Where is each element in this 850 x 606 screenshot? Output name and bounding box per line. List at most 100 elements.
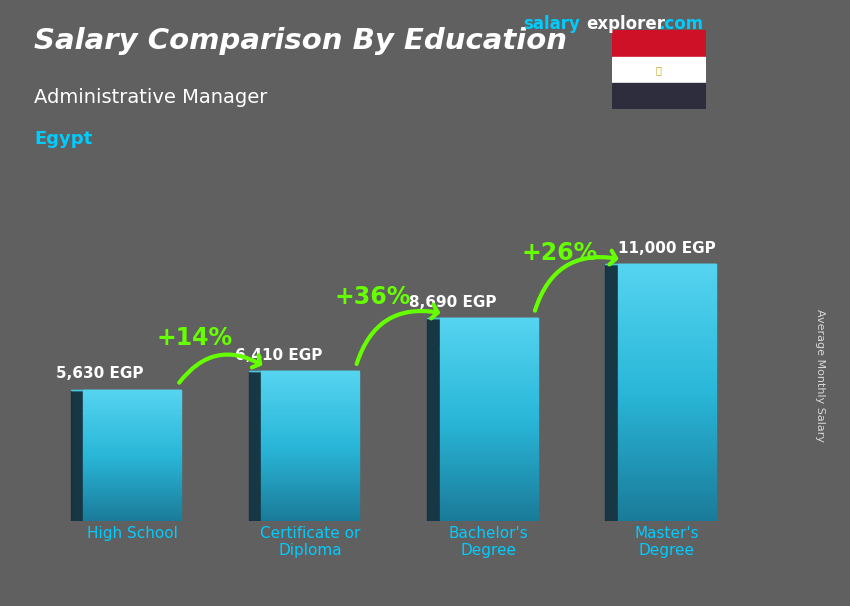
- Bar: [261, 446, 360, 448]
- Bar: [261, 415, 360, 416]
- Bar: [83, 468, 181, 470]
- Bar: [618, 306, 716, 309]
- Bar: [83, 431, 181, 432]
- Bar: [439, 442, 538, 445]
- Text: Egypt: Egypt: [34, 130, 93, 148]
- Bar: [439, 321, 538, 323]
- Bar: [83, 503, 181, 505]
- Bar: [261, 454, 360, 456]
- Bar: [83, 470, 181, 472]
- Bar: [439, 478, 538, 481]
- Bar: [439, 374, 538, 376]
- Bar: [618, 270, 716, 274]
- Bar: [618, 422, 716, 425]
- Bar: [83, 464, 181, 465]
- Bar: [83, 501, 181, 503]
- Bar: [439, 328, 538, 331]
- Bar: [618, 309, 716, 312]
- Bar: [439, 356, 538, 359]
- Bar: [618, 486, 716, 489]
- Bar: [261, 476, 360, 478]
- Bar: [83, 495, 181, 496]
- Bar: [83, 511, 181, 513]
- Bar: [83, 462, 181, 464]
- Bar: [83, 518, 181, 519]
- Bar: [618, 361, 716, 364]
- Bar: [83, 403, 181, 404]
- Bar: [261, 413, 360, 415]
- Bar: [261, 392, 360, 394]
- Bar: [83, 450, 181, 452]
- Bar: [261, 499, 360, 501]
- Text: Average Monthly Salary: Average Monthly Salary: [815, 309, 825, 442]
- Bar: [439, 391, 538, 395]
- Bar: [439, 427, 538, 430]
- Bar: [439, 394, 538, 397]
- Bar: [83, 477, 181, 478]
- Bar: [83, 452, 181, 454]
- Bar: [83, 500, 181, 501]
- Bar: [618, 438, 716, 441]
- Bar: [439, 440, 538, 442]
- Bar: [83, 454, 181, 455]
- Bar: [618, 470, 716, 473]
- Bar: [439, 425, 538, 427]
- Bar: [261, 510, 360, 512]
- Bar: [439, 513, 538, 516]
- Bar: [439, 338, 538, 341]
- Bar: [618, 312, 716, 316]
- Bar: [439, 389, 538, 391]
- Bar: [612, 83, 706, 109]
- Bar: [439, 460, 538, 463]
- Bar: [261, 495, 360, 497]
- Polygon shape: [71, 390, 83, 521]
- Bar: [618, 415, 716, 418]
- Bar: [618, 393, 716, 396]
- Bar: [83, 507, 181, 508]
- Bar: [439, 318, 538, 321]
- Bar: [618, 367, 716, 370]
- Bar: [261, 386, 360, 388]
- Bar: [439, 371, 538, 374]
- Bar: [83, 421, 181, 422]
- Bar: [83, 406, 181, 408]
- Bar: [261, 416, 360, 418]
- Bar: [261, 458, 360, 459]
- Bar: [83, 478, 181, 480]
- Bar: [261, 484, 360, 485]
- Bar: [261, 433, 360, 435]
- Bar: [83, 399, 181, 401]
- Bar: [83, 424, 181, 426]
- Bar: [439, 438, 538, 440]
- Bar: [261, 504, 360, 506]
- Bar: [618, 505, 716, 508]
- Bar: [439, 493, 538, 496]
- Bar: [618, 274, 716, 277]
- Bar: [439, 473, 538, 476]
- Bar: [618, 284, 716, 287]
- Bar: [439, 470, 538, 473]
- Bar: [439, 376, 538, 379]
- Bar: [83, 391, 181, 393]
- Bar: [83, 401, 181, 403]
- Bar: [261, 502, 360, 504]
- Bar: [83, 390, 181, 391]
- Bar: [439, 498, 538, 501]
- Bar: [439, 359, 538, 361]
- Bar: [261, 467, 360, 468]
- Bar: [439, 435, 538, 438]
- Bar: [83, 487, 181, 488]
- Bar: [618, 290, 716, 293]
- Bar: [439, 415, 538, 417]
- Bar: [261, 396, 360, 398]
- Bar: [439, 412, 538, 415]
- Bar: [439, 333, 538, 336]
- Bar: [618, 376, 716, 380]
- Bar: [261, 474, 360, 476]
- Bar: [618, 408, 716, 412]
- Bar: [618, 344, 716, 348]
- Bar: [439, 404, 538, 407]
- Bar: [439, 481, 538, 483]
- Bar: [83, 434, 181, 436]
- Bar: [83, 418, 181, 419]
